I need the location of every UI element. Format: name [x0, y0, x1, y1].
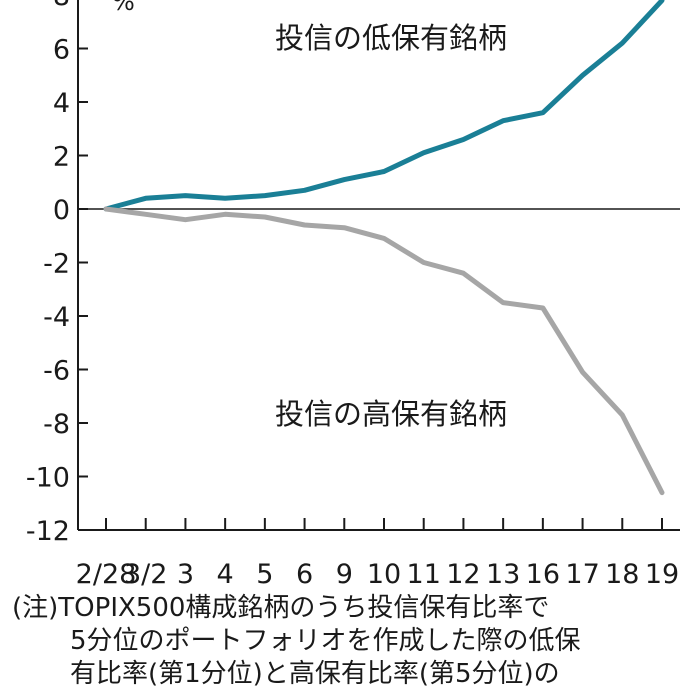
y-tick-label: -2: [43, 249, 70, 280]
x-axis: 2/283/2 3 4 5 6 9 10 11 12 13 16 17 18 19: [76, 518, 680, 590]
y-tick-label: 8: [53, 0, 70, 12]
x-tick-label: 3: [177, 559, 194, 590]
footnote-line-3: 有比率(第1分位)と高保有比率(第5分位)の: [70, 659, 560, 689]
x-tick-label: 13: [486, 559, 520, 590]
y-tick-label: -6: [43, 356, 70, 387]
series-lines: [103, 0, 665, 496]
y-axis: 8 6 4 2 0 -2 -4 -6 -8 -10 -12: [26, 0, 680, 547]
x-tick-label: 10: [367, 559, 401, 590]
y-tick-label: -10: [26, 463, 70, 494]
series-line-low: [103, 0, 665, 212]
x-tick-label: 4: [217, 559, 234, 590]
footnote-line-2: 5分位のポートフォリオを作成した際の低保: [70, 626, 581, 656]
x-tick-label: 16: [526, 559, 560, 590]
x-tick-label: 3/2: [124, 559, 167, 590]
footnote-line-1: (注)TOPIX500構成銘柄のうち投信保有比率で: [12, 593, 550, 623]
series-line-high: [103, 206, 665, 496]
series-label-high: 投信の高保有銘柄: [275, 397, 507, 431]
x-tick-label: 19: [645, 559, 679, 590]
y-tick-label: 6: [53, 35, 70, 66]
series-label-low: 投信の低保有銘柄: [275, 21, 507, 55]
x-tick-label: 9: [336, 559, 353, 590]
x-tick-label: 6: [296, 559, 313, 590]
y-tick-label: -4: [43, 302, 70, 333]
y-tick-label: 0: [53, 195, 70, 226]
x-tick-label: 5: [256, 559, 273, 590]
x-tick-label: 18: [605, 559, 639, 590]
y-tick-label: 4: [53, 88, 70, 119]
y-tick-label: -8: [43, 409, 70, 440]
y-tick-label: -12: [26, 516, 70, 547]
x-tick-label: 11: [407, 559, 441, 590]
y-tick-label: 2: [53, 142, 70, 173]
footnote: (注)TOPIX500構成銘柄のうち投信保有比率で 5分位のポートフォリオを作成…: [12, 592, 696, 691]
x-tick-label: 12: [446, 559, 480, 590]
x-tick-label: 2/28: [76, 559, 137, 590]
unit-label: %: [112, 0, 135, 16]
x-tick-label: 17: [565, 559, 599, 590]
